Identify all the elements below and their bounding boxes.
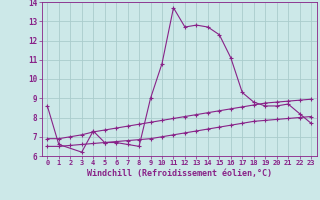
- X-axis label: Windchill (Refroidissement éolien,°C): Windchill (Refroidissement éolien,°C): [87, 169, 272, 178]
